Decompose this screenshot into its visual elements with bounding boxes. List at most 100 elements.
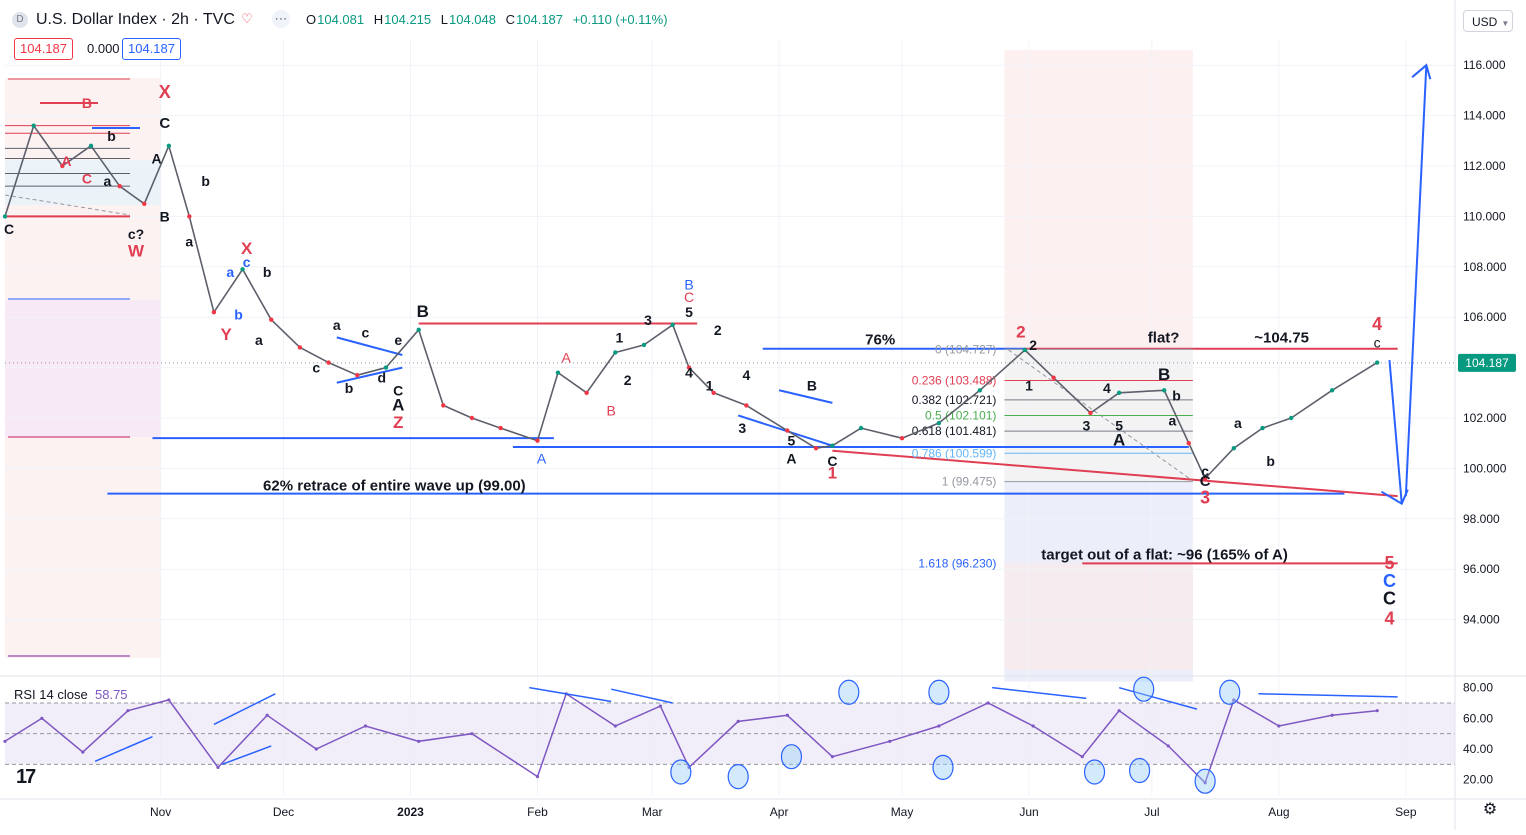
rsi-highlight-ellipse	[1194, 768, 1216, 794]
price-axis-tick[interactable]: 94.000	[1463, 613, 1500, 627]
time-axis-tick[interactable]: 2023	[397, 805, 424, 819]
wave-label: 1	[828, 463, 837, 482]
wave-label: 1	[706, 377, 714, 393]
price-point	[355, 372, 360, 378]
time-axis-tick[interactable]: Apr	[770, 805, 789, 819]
price-point	[142, 201, 147, 206]
price-axis-tick[interactable]: 100.000	[1463, 461, 1507, 475]
wave-label: A	[151, 150, 161, 166]
price-point	[1088, 410, 1093, 416]
price-point	[1231, 446, 1237, 451]
time-axis-tick[interactable]: Aug	[1268, 805, 1289, 819]
wave-label: b	[263, 264, 272, 280]
rsi-point	[658, 704, 662, 708]
fib-zone-pink-top	[1004, 50, 1193, 350]
price-point	[1374, 360, 1380, 365]
price-point	[441, 403, 446, 408]
fib-level-label: 0 (104.727)	[935, 342, 996, 356]
fib-level-label: 0.5 (102.101)	[925, 408, 996, 422]
wave-label: A	[786, 450, 796, 466]
rsi-highlight-ellipse	[932, 754, 954, 781]
price-point	[60, 163, 65, 169]
price-point	[326, 360, 331, 365]
wave-label: A	[1113, 431, 1125, 450]
time-axis-tick[interactable]: Jun	[1019, 805, 1038, 819]
chart-legend: D U.S. Dollar Index · 2h · TVC ♡ ⋯ O 104.…	[0, 0, 760, 60]
price-point	[187, 214, 192, 219]
rsi-point	[888, 739, 892, 743]
wave-label: b	[1172, 387, 1181, 403]
wave-label: 2	[624, 372, 632, 388]
price-axis-tick[interactable]: 102.000	[1463, 411, 1507, 425]
wave-label: b	[201, 173, 210, 189]
price-point	[785, 428, 790, 433]
ohlc-open-key: O	[306, 12, 317, 27]
wave-label: 5	[685, 304, 693, 320]
wave-label: C	[82, 171, 92, 187]
symbol-logo-icon[interactable]: D	[12, 12, 28, 28]
price-point	[269, 317, 274, 322]
price-point	[858, 425, 864, 431]
sell-price-button[interactable]: 104.187	[14, 38, 73, 60]
price-point	[88, 143, 94, 149]
rsi-divergence-line	[221, 745, 272, 766]
rsi-divergence-line	[1118, 686, 1198, 710]
price-point	[416, 327, 421, 332]
price-axis-tick[interactable]: 106.000	[1463, 310, 1507, 324]
wave-label: Y	[221, 325, 233, 344]
wave-label: e	[394, 332, 402, 348]
time-axis-tick[interactable]: Dec	[273, 805, 294, 819]
time-axis-tick[interactable]: Jul	[1144, 805, 1159, 819]
rsi-divergence-line	[611, 688, 673, 704]
wave-label: B	[607, 402, 616, 418]
rsi-pane[interactable]: RSI 14 close 58.75 80.00 60.00 40.00 20.00	[0, 675, 1526, 794]
price-point	[830, 443, 835, 448]
rsi-highlight-ellipse	[670, 759, 692, 785]
rsi-point	[830, 755, 835, 759]
fib-level-label: 0.618 (101.481)	[912, 424, 997, 438]
wave-label: 2	[1029, 337, 1037, 353]
price-point	[1186, 441, 1191, 446]
gear-icon[interactable]: ⚙	[1482, 801, 1498, 818]
ohlc-change: +0.110 (+0.11%)	[572, 12, 668, 27]
projection-down-arrow	[1388, 359, 1403, 504]
annotation-retrace: 62% retrace of entire wave up (99.00)	[263, 478, 526, 495]
time-axis-tick[interactable]: May	[891, 805, 914, 819]
rsi-divergence-line	[992, 686, 1087, 700]
tv-logo-icon[interactable]: 17	[16, 766, 36, 788]
heart-icon[interactable]: ♡	[241, 11, 253, 26]
symbol-title[interactable]: U.S. Dollar Index · 2h · TVC	[36, 11, 235, 28]
time-axis-tick[interactable]: Feb	[527, 805, 548, 819]
currency-select[interactable]: USD ▼	[1463, 10, 1513, 32]
last-price-tag[interactable]	[1458, 353, 1516, 372]
price-point	[641, 342, 647, 348]
price-axis-tick[interactable]: 116.000	[1463, 58, 1506, 72]
rsi-axis-tick: 60.00	[1463, 711, 1493, 725]
last-price-label: 104.187	[1465, 356, 1509, 370]
price-point	[744, 403, 749, 408]
spread-value: 0.000	[87, 41, 120, 56]
price-point	[1022, 347, 1028, 353]
time-axis-tick[interactable]: Nov	[150, 805, 171, 819]
rsi-divergence-line	[529, 686, 612, 703]
time-axis-tick[interactable]: Mar	[642, 805, 663, 819]
fib-level-label: 0.382 (102.721)	[912, 393, 997, 407]
time-axis-tick[interactable]: Sep	[1395, 805, 1417, 819]
buy-price-button[interactable]: 104.187	[122, 38, 181, 60]
price-axis-tick[interactable]: 96.000	[1463, 562, 1500, 576]
price-axis-tick[interactable]: 112.000	[1463, 159, 1506, 173]
more-icon[interactable]: ⋯	[272, 10, 290, 28]
price-point	[813, 446, 819, 451]
rsi-point	[1232, 698, 1236, 702]
price-axis-tick[interactable]: 108.000	[1463, 260, 1507, 274]
price-axis-tick[interactable]: 114.000	[1463, 109, 1506, 123]
rsi-point	[265, 713, 269, 717]
price-point	[31, 123, 36, 128]
price-axis-tick[interactable]: 98.000	[1463, 512, 1500, 526]
rsi-point	[216, 765, 220, 770]
wave-label: C	[1383, 588, 1396, 608]
price-axis-tick[interactable]: 110.000	[1463, 209, 1506, 223]
